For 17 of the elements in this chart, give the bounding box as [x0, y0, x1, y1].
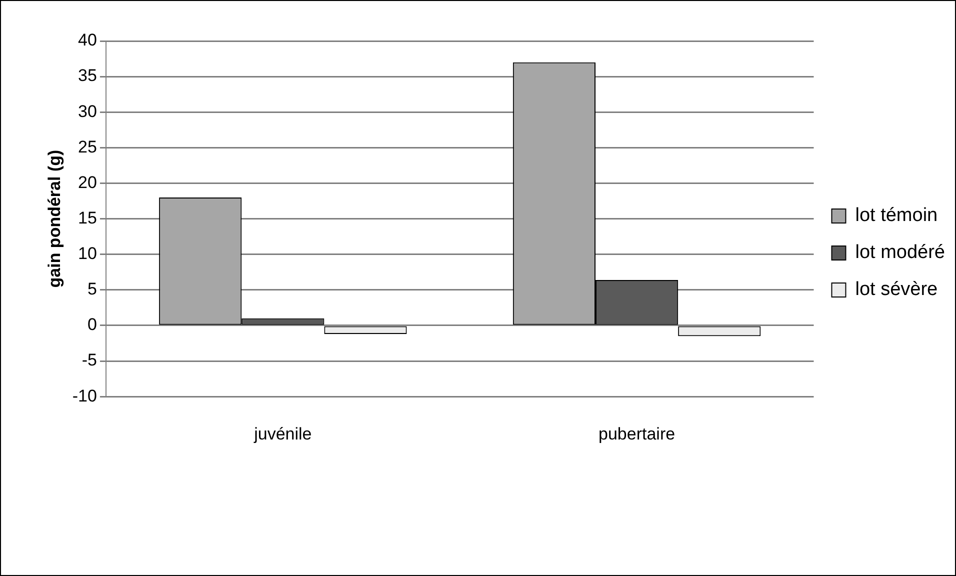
- y-axis-title: gain pondéral (g): [44, 150, 64, 288]
- y-tick-label: 20: [78, 172, 97, 192]
- x-tick-label: juvénile: [253, 424, 312, 444]
- legend-label: lot sévère: [855, 279, 938, 300]
- y-tick-label: -5: [82, 350, 97, 370]
- y-tick-label: 5: [88, 280, 97, 299]
- y-tick-label: -10: [72, 386, 97, 406]
- y-tick-label: 0: [88, 315, 97, 334]
- legend-label: lot témoin: [855, 205, 938, 226]
- y-tick-label: 10: [78, 244, 97, 264]
- y-tick-label: 35: [78, 66, 97, 86]
- y-tick-label: 25: [78, 137, 97, 156]
- x-tick-label: pubertaire: [598, 424, 676, 444]
- y-tick-label: 30: [78, 102, 97, 121]
- legend-label: lot modéré: [855, 242, 946, 264]
- y-tick-label: 15: [78, 208, 97, 228]
- y-tick-label: 40: [78, 30, 97, 50]
